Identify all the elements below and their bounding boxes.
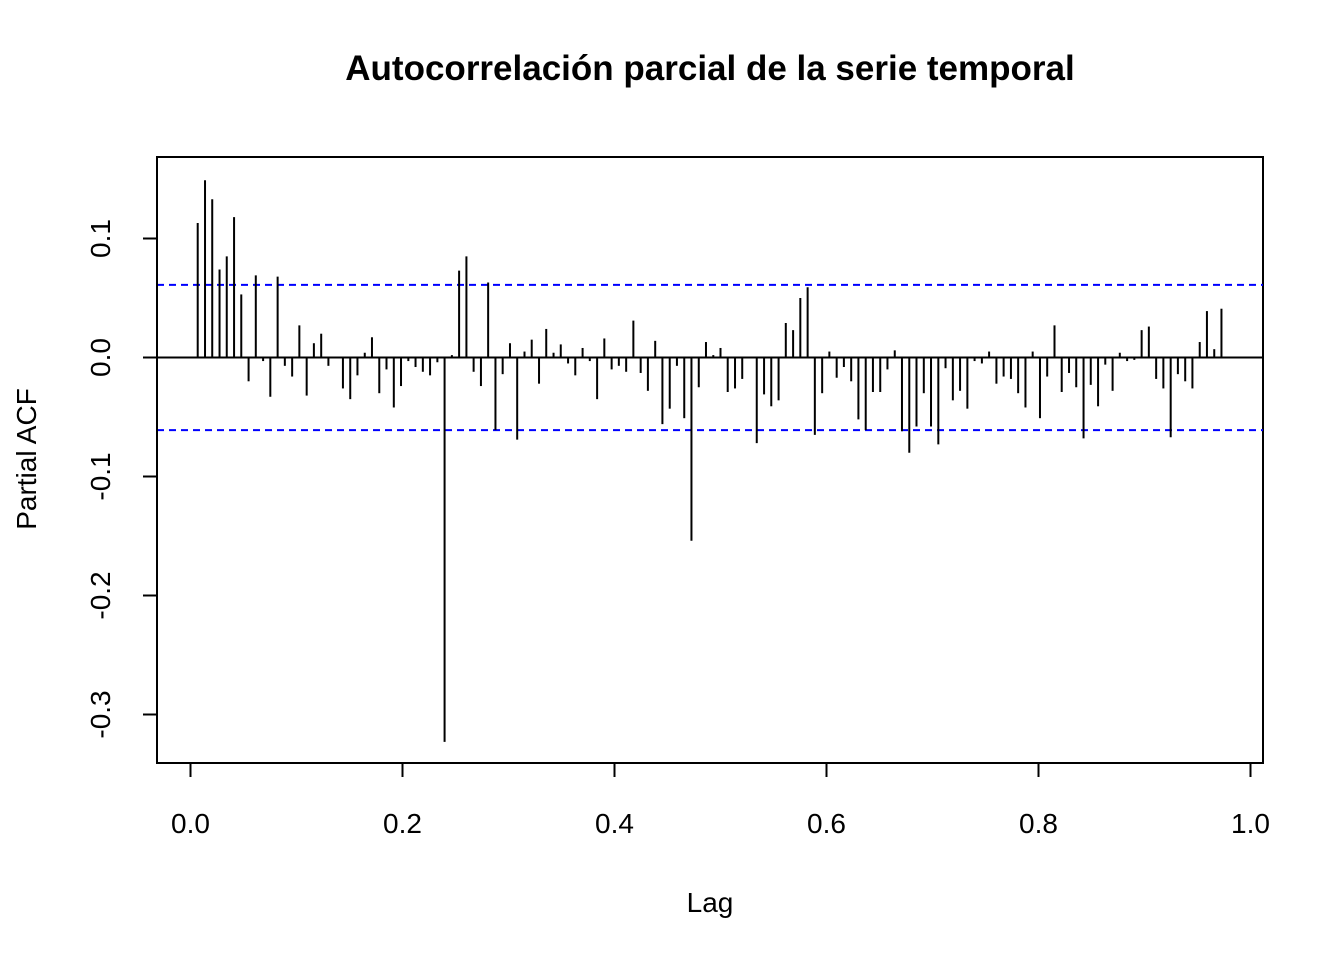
y-axis-label: Partial ACF — [11, 388, 42, 530]
y-tick-label: 0.0 — [85, 338, 116, 377]
plot-layer: 0.0 0.2 0.4 0.6 0.8 1.0 0.1 0.0 -0.1 -0.2 -0.3 — [85, 180, 1270, 839]
y-tick-label: -0.2 — [85, 571, 116, 619]
x-tick-label: 1.0 — [1231, 808, 1270, 839]
y-tick-label: 0.1 — [85, 219, 116, 258]
x-tick-label: 0.6 — [807, 808, 846, 839]
plot-frame — [156, 156, 1264, 764]
x-axis-label: Lag — [687, 887, 734, 918]
x-tick-label: 0.0 — [171, 808, 210, 839]
x-tick-label: 0.8 — [1019, 808, 1058, 839]
chart-title: Autocorrelación parcial de la serie temp… — [345, 49, 1074, 88]
y-tick-label: -0.1 — [85, 452, 116, 500]
x-tick-label: 0.2 — [383, 808, 422, 839]
y-tick-label: -0.3 — [85, 690, 116, 738]
x-tick-label: 0.4 — [595, 808, 634, 839]
